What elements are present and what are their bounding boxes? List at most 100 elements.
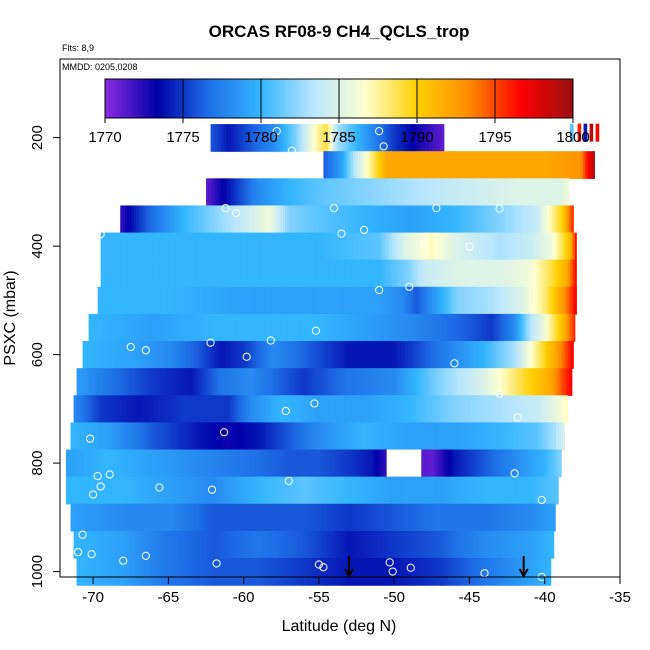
heatmap-cell: [341, 476, 345, 505]
heatmap-cell: [244, 503, 248, 532]
heatmap-cell: [387, 395, 391, 424]
heatmap-cell: [466, 395, 470, 424]
heatmap-cell: [432, 232, 436, 261]
heatmap-cell: [260, 178, 263, 207]
heatmap-cell: [253, 476, 257, 505]
heatmap-cell: [559, 259, 562, 288]
heatmap-cell: [218, 395, 221, 424]
heatmap-cell: [440, 124, 444, 152]
heatmap-cell: [440, 449, 444, 478]
heatmap-cell: [504, 205, 507, 234]
heatmap-cell: [402, 422, 406, 451]
heatmap-cell: [83, 368, 87, 396]
heatmap-cell: [386, 313, 390, 342]
heatmap-cell: [175, 341, 178, 369]
heatmap-cell: [230, 124, 234, 152]
heatmap-cell: [404, 178, 408, 207]
heatmap-cell: [354, 368, 358, 396]
heatmap-cell: [124, 449, 128, 478]
heatmap-cell: [472, 286, 476, 315]
heatmap-cell: [139, 232, 142, 261]
heatmap-cell: [163, 503, 166, 532]
heatmap-cell: [124, 476, 128, 505]
heatmap-cell: [131, 205, 135, 234]
heatmap-cell: [99, 503, 103, 532]
heatmap-cell: [226, 313, 230, 342]
heatmap-cell: [105, 530, 108, 559]
heatmap-cell: [203, 503, 207, 532]
heatmap-cell: [467, 151, 471, 179]
heatmap-cell: [379, 422, 383, 451]
heatmap-cell: [400, 341, 404, 369]
heatmap-cell: [224, 313, 227, 342]
heatmap-cell: [175, 259, 178, 288]
heatmap-cell: [479, 503, 483, 532]
heatmap-cell: [294, 530, 298, 559]
heatmap-cell: [96, 368, 100, 396]
heatmap-cell: [400, 232, 404, 261]
heatmap-cell: [165, 422, 169, 451]
arrow-head: [344, 568, 354, 579]
heatmap-cell: [312, 422, 315, 451]
heatmap-cell: [543, 232, 546, 261]
heatmap-cell: [297, 259, 300, 288]
heatmap-cell: [346, 422, 349, 451]
heatmap-cell: [404, 205, 408, 234]
heatmap-cell: [418, 286, 422, 315]
heatmap-cell: [160, 286, 164, 315]
sample-point: [379, 142, 388, 151]
heatmap-cell: [157, 368, 161, 396]
heatmap-cell: [569, 286, 573, 315]
heatmap-cell: [127, 259, 131, 288]
heatmap-cell: [333, 341, 336, 369]
heatmap-cell: [388, 205, 392, 234]
heatmap-cell: [406, 503, 410, 532]
heatmap-cell: [357, 124, 361, 152]
heatmap-cell: [427, 151, 431, 179]
heatmap-cell: [133, 558, 136, 586]
heatmap-cell: [111, 476, 114, 505]
heatmap-cell: [510, 503, 514, 532]
heatmap-cell: [211, 395, 215, 424]
flights-label: Flts: 8,9: [62, 43, 94, 53]
heatmap-cell: [244, 205, 248, 234]
heatmap-cell: [539, 558, 543, 586]
heatmap-cell: [230, 449, 234, 478]
heatmap-cell: [480, 341, 483, 369]
heatmap-cell: [323, 124, 327, 152]
heatmap-cell: [188, 530, 192, 559]
heatmap-cell: [352, 178, 356, 207]
heatmap-cell: [103, 558, 107, 586]
heatmap-cell: [292, 232, 296, 261]
heatmap-cell: [406, 313, 410, 342]
heatmap-cell: [260, 395, 264, 424]
heatmap-cell: [429, 151, 433, 179]
heatmap-cell: [388, 178, 392, 207]
heatmap-cell: [254, 232, 257, 261]
heatmap-cell: [141, 232, 145, 261]
heatmap-cell: [576, 151, 580, 179]
heatmap-cell: [441, 341, 445, 369]
heatmap-cell: [570, 259, 574, 288]
heatmap-cell: [501, 178, 505, 207]
heatmap-cell: [288, 530, 291, 559]
heatmap-cell: [127, 341, 131, 369]
heatmap-cell: [543, 341, 546, 369]
heatmap-cell: [306, 530, 309, 559]
heatmap-cell: [510, 178, 514, 207]
heatmap-cell: [449, 205, 453, 234]
heatmap-cell: [107, 341, 111, 369]
heatmap-cell: [99, 476, 103, 505]
heatmap-cell: [198, 368, 202, 396]
heatmap-cell: [574, 286, 577, 315]
heatmap-cell: [555, 368, 559, 396]
heatmap-cell: [366, 205, 370, 234]
heatmap-cell: [248, 558, 251, 586]
heatmap-cell: [465, 205, 469, 234]
heatmap-cell: [257, 503, 261, 532]
heatmap-cell: [330, 313, 333, 342]
heatmap-cell: [124, 205, 128, 234]
heatmap-cell: [553, 449, 557, 478]
heatmap-cell: [558, 205, 562, 234]
heatmap-cell: [462, 558, 466, 586]
